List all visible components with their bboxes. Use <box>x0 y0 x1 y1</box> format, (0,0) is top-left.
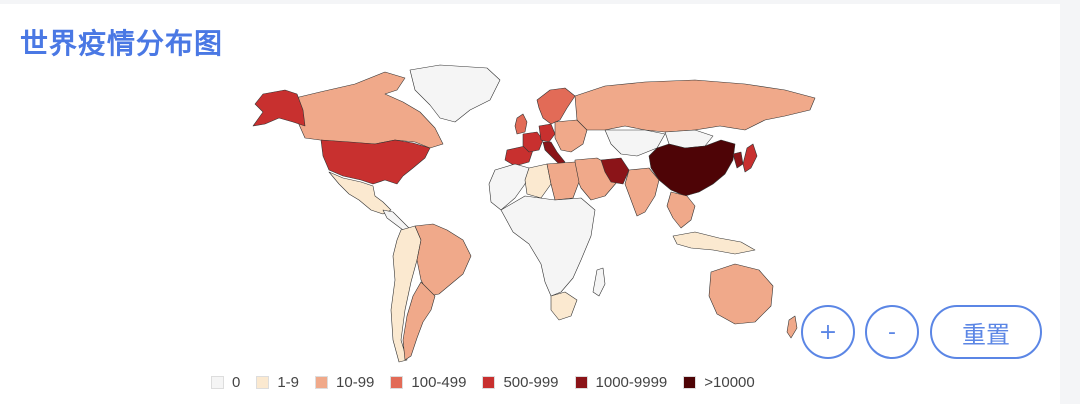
region-greenland[interactable] <box>409 64 501 123</box>
region-africa[interactable] <box>500 195 596 297</box>
legend-label: 0 <box>232 373 241 391</box>
reset-button[interactable]: 重置 <box>930 305 1042 359</box>
legend-label: 1000-9999 <box>595 373 668 391</box>
zoom-in-button[interactable]: + <box>801 305 855 359</box>
region-korea[interactable] <box>732 151 744 169</box>
legend-swatch <box>315 375 329 389</box>
region-iran[interactable] <box>600 157 630 185</box>
region-brazil[interactable] <box>414 223 472 297</box>
region-mexico[interactable] <box>328 171 392 215</box>
legend-label: 1-9 <box>277 373 300 391</box>
top-border <box>0 0 1060 4</box>
region-egypt[interactable] <box>546 161 580 201</box>
region-australia[interactable] <box>708 263 774 325</box>
region-france[interactable] <box>522 131 544 153</box>
legend-swatch <box>390 375 404 389</box>
legend-item[interactable]: 10-99 <box>315 374 374 391</box>
legend-item[interactable]: 1-9 <box>256 374 299 391</box>
region-usa[interactable] <box>320 139 431 185</box>
legend-item[interactable]: 500-999 <box>482 373 559 391</box>
legend-swatch <box>482 375 496 389</box>
region-algeria[interactable] <box>524 163 552 199</box>
region-north-africa[interactable] <box>488 163 530 211</box>
legend-swatch <box>683 375 697 389</box>
zoom-out-button[interactable]: - <box>865 305 919 359</box>
legend-swatch <box>574 375 588 389</box>
region-argentina[interactable] <box>402 281 436 361</box>
legend-item[interactable]: 100-499 <box>390 374 466 391</box>
legend-label: 100-499 <box>411 373 467 391</box>
legend-label: 10-99 <box>336 373 375 391</box>
region-china[interactable] <box>648 139 736 197</box>
legend-item[interactable]: 1000-9999 <box>574 373 668 391</box>
region-new-zealand[interactable] <box>786 315 798 339</box>
legend-item[interactable]: >10000 <box>683 373 755 391</box>
region-central-america[interactable] <box>382 209 410 231</box>
region-scandinavia[interactable] <box>536 87 576 125</box>
legend-item[interactable]: 0 <box>211 374 240 391</box>
region-japan[interactable] <box>742 143 758 173</box>
legend-label: >10000 <box>704 373 755 391</box>
region-indonesia[interactable] <box>672 231 756 255</box>
region-south-africa[interactable] <box>550 291 578 321</box>
scroll-gutter <box>1060 0 1080 404</box>
region-india[interactable] <box>624 167 660 217</box>
legend: 0 1-9 10-99 100-499 500-999 1000-9999 >1… <box>211 372 771 392</box>
legend-swatch <box>256 375 270 389</box>
world-map-svg[interactable] <box>225 60 835 370</box>
region-russia[interactable] <box>574 79 816 133</box>
region-madagascar[interactable] <box>592 267 606 297</box>
legend-swatch <box>211 375 224 389</box>
legend-label: 500-999 <box>503 373 559 391</box>
region-southeast-asia[interactable] <box>666 191 696 229</box>
region-germany[interactable] <box>538 123 556 143</box>
region-alaska[interactable] <box>252 89 306 127</box>
page-title: 世界疫情分布图 <box>20 27 224 60</box>
region-central-asia[interactable] <box>604 129 666 157</box>
region-uk[interactable] <box>514 113 528 135</box>
world-map[interactable] <box>225 60 835 370</box>
